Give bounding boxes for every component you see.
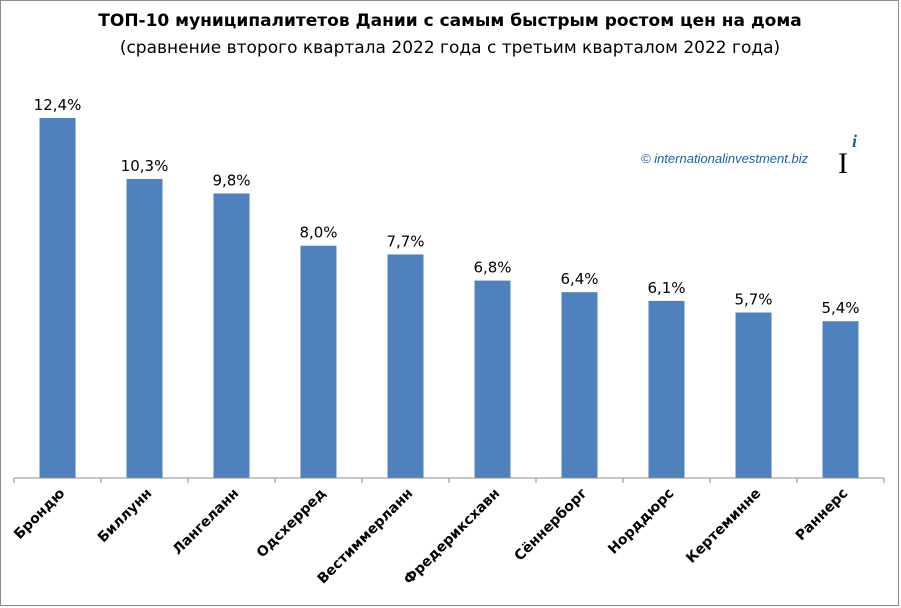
x-tick-label: Сённерборг bbox=[512, 486, 591, 565]
data-label: 6,4% bbox=[560, 270, 598, 288]
category-labels-group: Брондю Биллунн Лангеланн ОдсхерредВестиммер… bbox=[11, 486, 851, 588]
bar bbox=[126, 178, 163, 478]
bar bbox=[735, 312, 772, 478]
bar bbox=[822, 321, 859, 478]
x-tick-label: Раннерс bbox=[793, 486, 852, 545]
data-label: 6,1% bbox=[647, 279, 685, 297]
data-label: 8,0% bbox=[299, 224, 337, 242]
data-label: 7,7% bbox=[386, 232, 424, 250]
chart-subtitle: (сравнение второго квартала 2022 года с … bbox=[120, 38, 780, 58]
logo-superscript: i bbox=[852, 131, 857, 151]
x-axis-ticks bbox=[13, 478, 885, 483]
bar bbox=[648, 300, 685, 478]
site-logo: I i bbox=[838, 131, 857, 180]
bar bbox=[561, 292, 598, 478]
data-label: 5,4% bbox=[821, 299, 859, 317]
x-tick-label: Биллунн bbox=[95, 486, 155, 546]
x-tick-label: Брондю bbox=[11, 486, 68, 543]
data-label: 5,7% bbox=[734, 291, 772, 309]
bar bbox=[213, 193, 250, 478]
bar bbox=[300, 245, 337, 478]
x-tick-label: Кертеминне bbox=[683, 486, 764, 567]
data-label: 10,3% bbox=[121, 157, 169, 175]
data-label: 6,8% bbox=[473, 259, 511, 277]
bar bbox=[39, 118, 76, 478]
watermark-text: © internationalinvestment.biz bbox=[641, 151, 809, 166]
x-tick-label: Одсхерред bbox=[254, 486, 330, 562]
bar bbox=[474, 280, 511, 478]
bars-group bbox=[39, 118, 859, 478]
data-label: 9,8% bbox=[212, 171, 250, 189]
bar bbox=[387, 254, 424, 478]
x-tick-label: Лангеланн bbox=[170, 486, 243, 559]
x-tick-label: Вестиммерланн bbox=[315, 486, 417, 588]
data-label: 12,4% bbox=[34, 96, 82, 114]
chart-title: ТОП-10 муниципалитетов Дании с самым быс… bbox=[98, 11, 801, 31]
x-tick-label: Норддюрс bbox=[605, 486, 677, 558]
value-labels-group: 12,4% 10,3% 9,8% 8,0% 7,7% 6,8% 6,4% 6,1% 5,7% 5,… bbox=[34, 96, 860, 317]
x-tick-label: Фредериксхавн bbox=[401, 486, 503, 588]
logo-letter: I bbox=[838, 147, 848, 180]
